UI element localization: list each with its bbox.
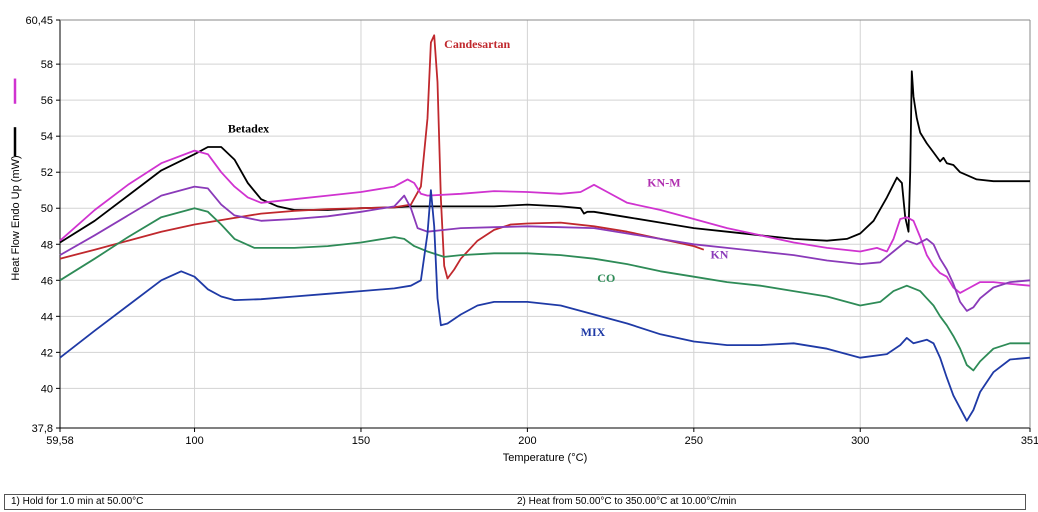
series-label-kn: KN: [710, 248, 728, 262]
series-lines: [59, 34, 1031, 422]
axes: 59,58 100 150 200 250 300 351 37,8 40 42 44 46 48 50 5…: [25, 15, 1038, 447]
series-label-candesartan: Candesartan: [444, 37, 510, 51]
series-line-co: [59, 207, 1030, 372]
x-tick-label: 250: [685, 435, 703, 447]
y-axis-title: Heat Flow Endo Up (mW): [10, 155, 22, 280]
series-label-kn-m: KN-M: [647, 176, 680, 190]
y-tick-label: 56: [41, 95, 53, 107]
y-tick-label: 37,8: [32, 423, 53, 435]
series-line-kn: [59, 185, 1031, 312]
y-tick-label: 44: [41, 311, 53, 323]
y-tick-label: 58: [41, 59, 53, 71]
y-tick-label: 52: [41, 167, 53, 179]
series-labels: Betadex Candesartan KN-M KN CO MIX: [228, 37, 729, 339]
method-step-1: 1) Hold for 1.0 min at 50.00°C: [11, 496, 144, 507]
y-tick-label: 50: [41, 203, 53, 215]
y-tick-label: 60,45: [25, 15, 53, 27]
y-tick-label: 40: [41, 383, 53, 395]
series-line-betadex: [59, 70, 1030, 244]
series-label-betadex: Betadex: [228, 122, 269, 136]
x-tick-label: 150: [352, 435, 370, 447]
series-label-co: CO: [597, 271, 615, 285]
x-tick-label: 200: [518, 435, 536, 447]
grid-lines: [60, 20, 1030, 428]
method-steps-box: 1) Hold for 1.0 min at 50.00°C 2) Heat f…: [4, 494, 1026, 510]
y-tick-label: 42: [41, 347, 53, 359]
y-tick-label: 54: [41, 131, 53, 143]
y-tick-label: 46: [41, 275, 53, 287]
x-tick-label: 351: [1021, 435, 1038, 447]
x-tick-label: 59,58: [46, 435, 74, 447]
series-label-mix: MIX: [581, 325, 606, 339]
series-line-candesartan: [59, 34, 705, 280]
series-line-mix: [59, 189, 1031, 422]
x-tick-label: 100: [185, 435, 203, 447]
method-step-2: 2) Heat from 50.00°C to 350.00°C at 10.0…: [517, 496, 737, 507]
series-line-kn-m: [59, 149, 1031, 294]
x-tick-label: 300: [851, 435, 869, 447]
dsc-chart: 59,58 100 150 200 250 300 351 37,8 40 42 44 46 48 50 5…: [10, 15, 1038, 464]
y-tick-label: 48: [41, 239, 53, 251]
x-axis-title: Temperature (°C): [503, 452, 587, 464]
